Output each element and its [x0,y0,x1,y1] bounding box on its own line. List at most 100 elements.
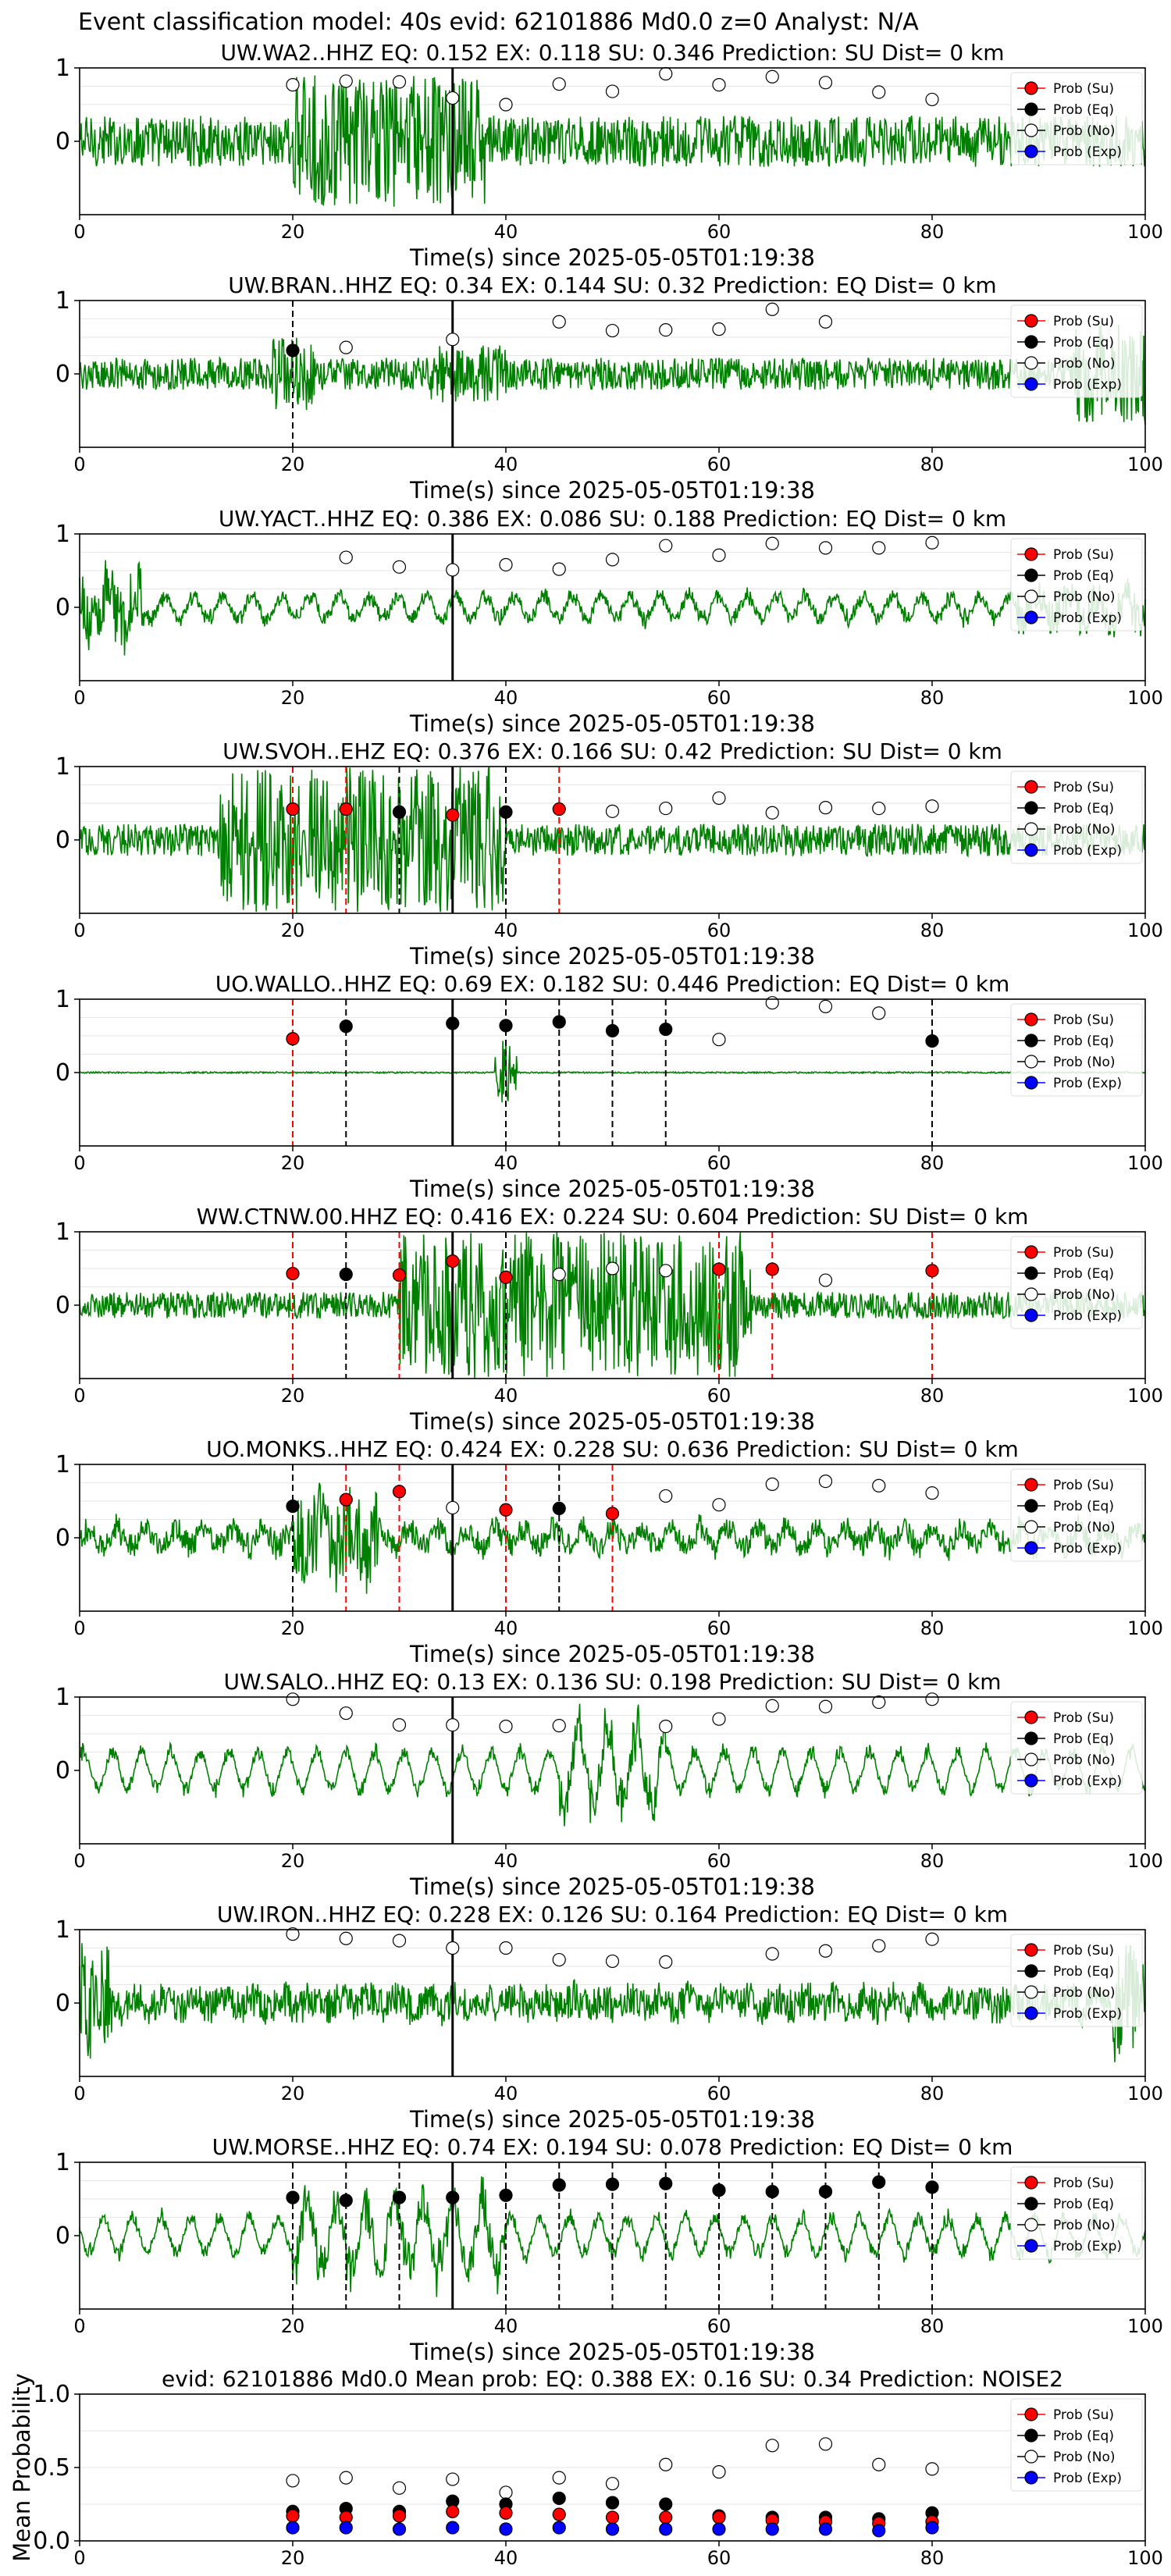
data-point [925,1034,939,1048]
data-point [446,1941,460,1955]
legend-label: Prob (No) [1053,356,1116,372]
legend-label: Prob (Eq) [1053,1266,1114,1282]
y-tick-label: 0 [55,594,70,621]
legend-marker [1024,1520,1038,1534]
legend-label: Prob (No) [1053,1752,1116,1768]
figure-suptitle: Event classification model: 40s evid: 62… [78,9,919,36]
x-axis-label: Time(s) since 2025-05-05T01:19:38 [409,2339,815,2365]
data-point [392,1934,407,1948]
legend-marker [1024,1541,1038,1555]
data-point [339,802,353,817]
waveform-trace [79,324,1146,425]
data-point [818,2437,833,2451]
legend-label: Prob (Su) [1053,2407,1114,2423]
legend-marker [1024,1076,1038,1090]
legend-box [1010,1468,1143,1562]
data-point [818,315,833,329]
waveform-trace [79,767,1146,913]
legend-marker [1024,1055,1038,1069]
data-point [446,2521,460,2535]
legend-marker [1024,1731,1038,1745]
legend: Prob (Su) Prob (Eq) Prob (No) Prob (Exp) [1010,1236,1143,1329]
x-tick-label: 0 [73,2315,85,2337]
y-tick-label: 1 [55,986,70,1013]
data-point [872,85,886,99]
data-point [765,806,779,820]
data-point [659,66,673,81]
legend-label: Prob (Exp) [1053,2239,1122,2254]
legend-marker [1024,314,1038,328]
y-tick-label: 1 [55,1916,70,1944]
x-tick-label: 20 [281,2315,305,2337]
legend-label: Prob (No) [1053,2218,1116,2233]
x-tick-label: 40 [494,1617,518,1639]
data-point [392,2190,407,2204]
legend-marker [1024,1752,1038,1767]
x-tick-label: 0 [73,454,85,475]
data-point [499,98,513,112]
data-point [765,536,779,550]
legend-box [1010,1701,1143,1795]
data-point [712,1712,726,1726]
legend-box [1010,770,1143,864]
x-tick-label: 60 [707,2083,731,2105]
data-point [765,2185,779,2199]
data-point [659,2176,673,2190]
data-point [446,1016,460,1030]
legend: Prob (Su) Prob (Eq) Prob (No) Prob (Exp) [1010,72,1143,165]
data-point [659,2510,673,2524]
legend-marker [1024,1774,1038,1788]
data-point [552,315,566,329]
data-point [392,560,407,574]
y-tick-label: 0 [55,827,70,854]
y-tick-label: 1 [55,2149,70,2176]
x-tick-label: 100 [1127,2083,1163,2105]
x-tick-label: 20 [281,1152,305,1174]
data-point [925,1264,939,1278]
data-point [499,1720,513,1734]
data-point [925,1486,939,1500]
data-point [446,563,460,577]
waveform-trace [79,1232,1146,1379]
data-point [712,2522,726,2536]
legend: Prob (Su) Prob (Eq) Prob (No) Prob (Exp) [1010,770,1143,864]
data-point [552,1015,566,1029]
panel-7: UO.MONKS..HHZ EQ: 0.424 EX: 0.228 SU: 0.… [55,1436,1163,1667]
waveform-trace [79,1943,1146,2062]
panel-title: UW.WA2..HHZ EQ: 0.152 EX: 0.118 SU: 0.34… [220,40,1004,66]
legend-marker [1024,1245,1038,1259]
data-point [925,535,939,550]
panel-title: UW.MORSE..HHZ EQ: 0.74 EX: 0.194 SU: 0.0… [212,2134,1013,2160]
waveform-trace [79,1703,1146,1827]
panel-11: evid: 62101886 Md0.0 Mean prob: EQ: 0.38… [9,2366,1163,2569]
legend-box [1010,72,1143,165]
data-point [446,2472,460,2486]
x-tick-label: 20 [281,454,305,475]
x-axis-label: Time(s) since 2025-05-05T01:19:38 [409,2106,815,2133]
x-axis-label: Time(s) since 2025-05-05T01:19:38 [409,1408,815,1435]
legend-label: Prob (Eq) [1053,1731,1114,1747]
x-tick-label: 100 [1127,221,1163,243]
y-tick-label: 0 [55,1292,70,1319]
x-tick-label: 20 [281,920,305,941]
legend-marker [1024,547,1038,561]
legend-marker [1024,123,1038,137]
data-point [286,2190,300,2204]
panel-3: UW.YACT..HHZ EQ: 0.386 EX: 0.086 SU: 0.1… [55,506,1163,737]
y-tick-label: 0 [55,1990,70,2017]
legend-label: Prob (No) [1053,1055,1116,1070]
legend-label: Prob (Exp) [1053,2006,1122,2022]
data-point [659,2457,673,2471]
y-tick-label: 1.0 [33,2381,70,2408]
legend-marker [1024,1287,1038,1301]
data-point [605,2522,620,2536]
data-point [605,84,620,98]
legend-label: Prob (Exp) [1053,1076,1122,1091]
data-point [818,76,833,90]
x-tick-label: 60 [707,2315,731,2337]
legend-marker [1024,335,1038,349]
legend: Prob (Su) Prob (Eq) Prob (No) Prob (Exp) [1010,1934,1143,2027]
data-point [286,2521,300,2535]
data-point [499,2506,513,2520]
legend-label: Prob (No) [1053,1985,1116,2001]
